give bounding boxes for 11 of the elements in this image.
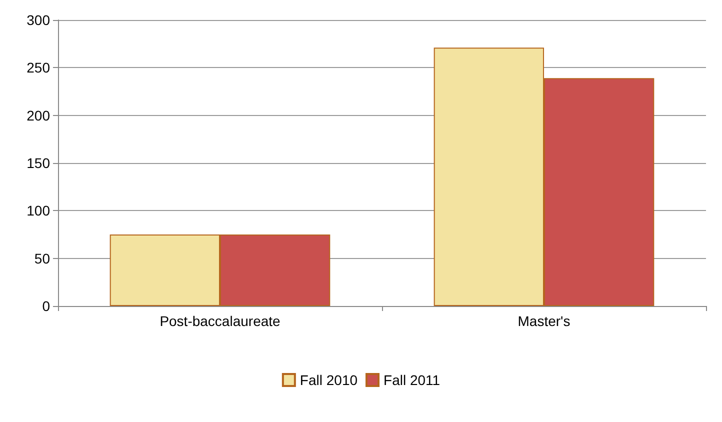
y-tick-label: 250: [26, 60, 50, 76]
legend-label: Fall 2010: [300, 372, 358, 388]
x-tick-label: Post-baccalaureate: [160, 313, 281, 329]
y-tick-label: 0: [42, 298, 50, 314]
y-tick-label: 100: [26, 202, 50, 219]
y-tick-label: 50: [34, 250, 50, 266]
legend-label: Fall 2011: [384, 372, 440, 388]
y-tick-label: 300: [26, 12, 50, 28]
x-tick-label: Master's: [518, 313, 570, 329]
y-tick-label: 150: [26, 155, 50, 171]
y-tick-label: 200: [26, 107, 50, 124]
